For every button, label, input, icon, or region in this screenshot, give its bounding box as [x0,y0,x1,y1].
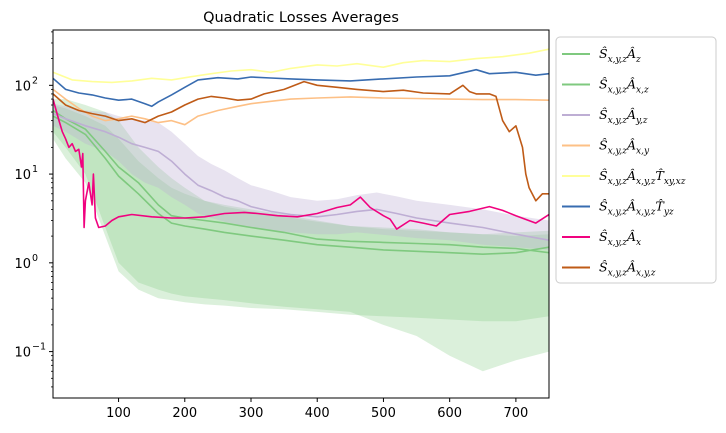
legend-symbol: T̂ [655,198,665,213]
y-tick-exponent: −1 [32,342,46,353]
legend-subscript: x,y,z [608,177,628,187]
y-tick-exponent: 2 [32,75,38,86]
legend-subscript: x,z [636,86,649,96]
legend-subscript: x,y,z [608,269,628,279]
legend-subscript: x,y,z [636,208,656,218]
x-tick-label: 200 [172,406,197,421]
y-tick-label: 10 [14,257,31,272]
x-tick-label: 100 [106,406,131,421]
legend-symbol: Â [626,46,636,61]
x-tick-label: 500 [371,406,396,421]
legend-label: Ŝx,y,zÂx,y,z [599,259,656,279]
x-tick-label: 600 [437,406,462,421]
legend-symbol: Ŝ [599,228,608,244]
legend-symbol: Ŝ [599,106,608,122]
legend-subscript: x,y,z [608,208,628,218]
y-tick-exponent: 0 [32,253,38,264]
legend-symbol: Â [626,260,636,275]
legend: Ŝx,y,zÂzŜx,y,zÂx,zŜx,y,zÂy,zŜx,y,zÂx,yŜx… [555,36,717,284]
line-series-7 [53,98,549,230]
line-series-5 [53,48,549,84]
y-tick-label: 10 [14,168,31,183]
legend-subscript: y,z [635,116,648,126]
legend-label: Ŝx,y,zÂx,y [599,137,650,157]
legend-symbol: T̂ [655,168,665,183]
legend-symbol: Ŝ [599,259,608,275]
legend-symbol: Â [626,77,636,92]
legend-symbol: Ŝ [599,198,608,214]
legend-symbol: Ŝ [599,137,608,153]
legend-symbol: Â [626,229,636,244]
legend-label: Ŝx,y,zÂx,z [599,76,649,96]
y-tick-exponent: 1 [32,164,38,175]
y-tick-label: 10 [14,79,31,94]
legend-symbol: Â [626,138,636,153]
legend-frame [555,36,717,284]
legend-symbol: Ŝ [599,76,608,92]
legend-subscript: x,y,z [636,177,656,187]
band-series-2 [53,105,549,322]
legend-symbol: Â [626,199,636,214]
legend-subscript: z [635,55,641,65]
plot-frame [52,29,550,399]
line-series-1 [53,109,549,254]
legend-subscript: x,y,z [636,269,656,279]
band-series-3 [53,103,549,250]
legend-label: Ŝx,y,zÂx,y,zT̂xy,xz [599,167,686,187]
legend-subscript: x,y,z [608,147,628,157]
x-tick-label: 700 [503,406,528,421]
line-series-4 [53,88,549,126]
legend-subscript: yz [663,208,674,218]
x-tick-label: 400 [305,406,330,421]
legend-subscript: xy,xz [664,177,686,187]
legend-subscript: x,y,z [608,55,628,65]
chart-title: Quadratic Losses Averages [203,10,399,26]
line-series-6 [53,68,549,108]
legend-label: Ŝx,y,zÂy,z [599,106,648,126]
series-lines [53,48,549,255]
legend-label: Ŝx,y,zÂz [599,45,641,65]
legend-label: Ŝx,y,zÂx,y,zT̂yz [599,198,674,218]
legend-symbol: Â [626,107,636,122]
x-tick-label: 300 [239,406,264,421]
legend-subscript: x,y,z [608,86,628,96]
x-axis: 100 200 300 400 500 600 700 [106,398,528,421]
legend-subscript: x,y,z [608,116,628,126]
line-series-3 [53,112,549,241]
legend-symbol: Â [626,168,636,183]
legend-symbol: Ŝ [599,45,608,61]
line-series-8 [53,80,549,202]
legend-subscript: x [636,238,641,248]
legend-subscript: x,y,z [608,238,628,248]
legend-subscript: x,y [636,147,650,157]
y-tick-label: 10 [14,346,31,361]
line-series-2 [53,115,549,255]
legend-label: Ŝx,y,zÂx [599,228,641,248]
legend-symbol: Ŝ [599,167,608,183]
